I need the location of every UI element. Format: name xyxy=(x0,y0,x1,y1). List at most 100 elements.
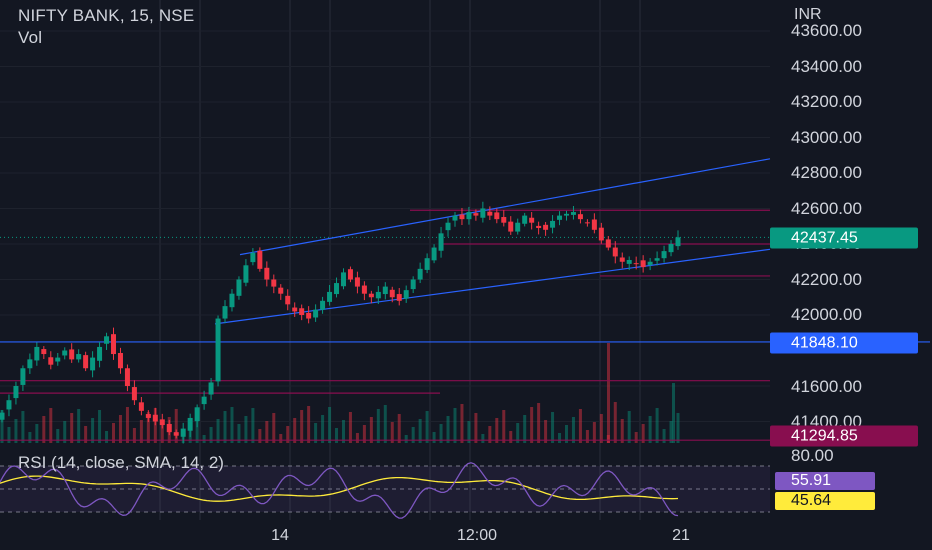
volume-bar xyxy=(84,426,88,443)
volume-bar xyxy=(530,407,534,443)
volume-bar xyxy=(592,422,596,443)
candle-body xyxy=(675,237,681,247)
candle-body xyxy=(334,283,340,295)
candle-body xyxy=(124,368,130,386)
candle-body xyxy=(97,346,103,361)
volume-bar xyxy=(251,408,255,443)
candle-body xyxy=(55,357,61,362)
volume-bar xyxy=(112,423,116,443)
candle-body xyxy=(473,213,479,216)
candle-body xyxy=(368,293,374,298)
candle-body xyxy=(145,414,151,418)
volume-bar xyxy=(70,413,74,443)
volume-bar xyxy=(599,414,603,443)
volume-bar xyxy=(328,407,332,443)
time-tick-label: 14 xyxy=(271,527,289,544)
volume-bar xyxy=(195,414,199,443)
symbol-title[interactable]: NIFTY BANK, 15, NSE xyxy=(18,6,195,25)
volume-bar xyxy=(258,429,262,443)
candle-body xyxy=(389,289,395,298)
candle-body xyxy=(152,414,158,422)
volume-bar xyxy=(286,426,290,443)
volume-bar xyxy=(404,435,408,443)
candle-body xyxy=(104,336,110,344)
volume-bar xyxy=(216,419,220,443)
horizontal-line-price-tag[interactable]: 41848.10 xyxy=(770,332,918,354)
candle-body xyxy=(173,432,179,436)
volume-bar xyxy=(648,416,652,443)
candle-body xyxy=(515,222,521,232)
price-tick-label: 42600.00 xyxy=(791,199,862,218)
volume-bar xyxy=(28,432,32,443)
candle-body xyxy=(466,212,472,220)
volume-bar xyxy=(488,426,492,443)
volume-bar xyxy=(209,427,213,443)
candle-body xyxy=(577,214,583,220)
candle-body xyxy=(180,428,186,437)
candle-body xyxy=(536,225,542,229)
candle-body xyxy=(292,307,298,312)
volume-bar xyxy=(105,431,109,443)
volume-bar xyxy=(125,407,129,443)
candle-body xyxy=(501,217,507,223)
volume-bar xyxy=(348,412,352,443)
price-tick-label: 43000.00 xyxy=(791,128,862,147)
volume-bar xyxy=(265,421,269,443)
volume-bar xyxy=(77,409,81,443)
candle-body xyxy=(20,368,26,385)
candle-body xyxy=(598,227,604,241)
volume-bar xyxy=(571,417,575,443)
candle-body xyxy=(69,349,75,360)
candle-body xyxy=(640,260,646,268)
channel-upper-line xyxy=(239,158,771,256)
volume-label[interactable]: Vol xyxy=(18,28,43,47)
volume-bar xyxy=(676,413,680,443)
candle-body xyxy=(194,407,200,422)
candle-body xyxy=(243,265,249,283)
volume-bar xyxy=(411,427,415,443)
candle-body xyxy=(361,285,367,294)
candle-body xyxy=(250,252,256,263)
volume-bar xyxy=(118,415,122,443)
candle-body xyxy=(327,291,333,302)
candle-body xyxy=(563,213,569,216)
candle-body xyxy=(27,359,33,369)
candle-body xyxy=(417,268,423,280)
candle-body xyxy=(208,382,214,395)
volume-bar xyxy=(300,410,304,443)
last-price-tag: 42437.45 xyxy=(770,227,918,249)
volume-bar xyxy=(56,429,60,443)
candle-body xyxy=(117,352,123,369)
volume-bar xyxy=(63,421,67,443)
volume-bar xyxy=(390,422,394,443)
candle-body xyxy=(34,346,40,361)
volume-bar xyxy=(425,411,429,443)
candle-body xyxy=(76,354,82,360)
volume-bar xyxy=(558,433,562,443)
rsi-legend[interactable]: RSI (14, close, SMA, 14, 2) xyxy=(18,453,224,472)
candle-body xyxy=(306,312,312,319)
candle-body xyxy=(661,251,667,259)
volume-bar xyxy=(606,435,610,443)
candle-body xyxy=(570,212,576,215)
volume-bar xyxy=(160,425,164,443)
candle-body xyxy=(494,212,500,220)
candle-body xyxy=(166,423,172,433)
volume-bar xyxy=(585,430,589,443)
candle-body xyxy=(529,217,535,223)
volume-bar xyxy=(14,419,18,443)
candle-body xyxy=(382,286,388,295)
candle-body xyxy=(271,279,277,287)
volume-bar xyxy=(662,429,666,443)
candle-body xyxy=(626,259,632,264)
price-tick-label: 43600.00 xyxy=(791,21,862,40)
volume-bar xyxy=(537,403,541,443)
volume-bar xyxy=(230,407,234,443)
volume-bar xyxy=(627,411,631,443)
rsi-ma-value-tag: 45.64 xyxy=(775,492,875,510)
candle-body xyxy=(201,396,207,405)
volume-bar xyxy=(578,409,582,443)
candle-body xyxy=(159,419,165,426)
low-line-price-tag[interactable]: 41294.85 xyxy=(770,425,918,447)
